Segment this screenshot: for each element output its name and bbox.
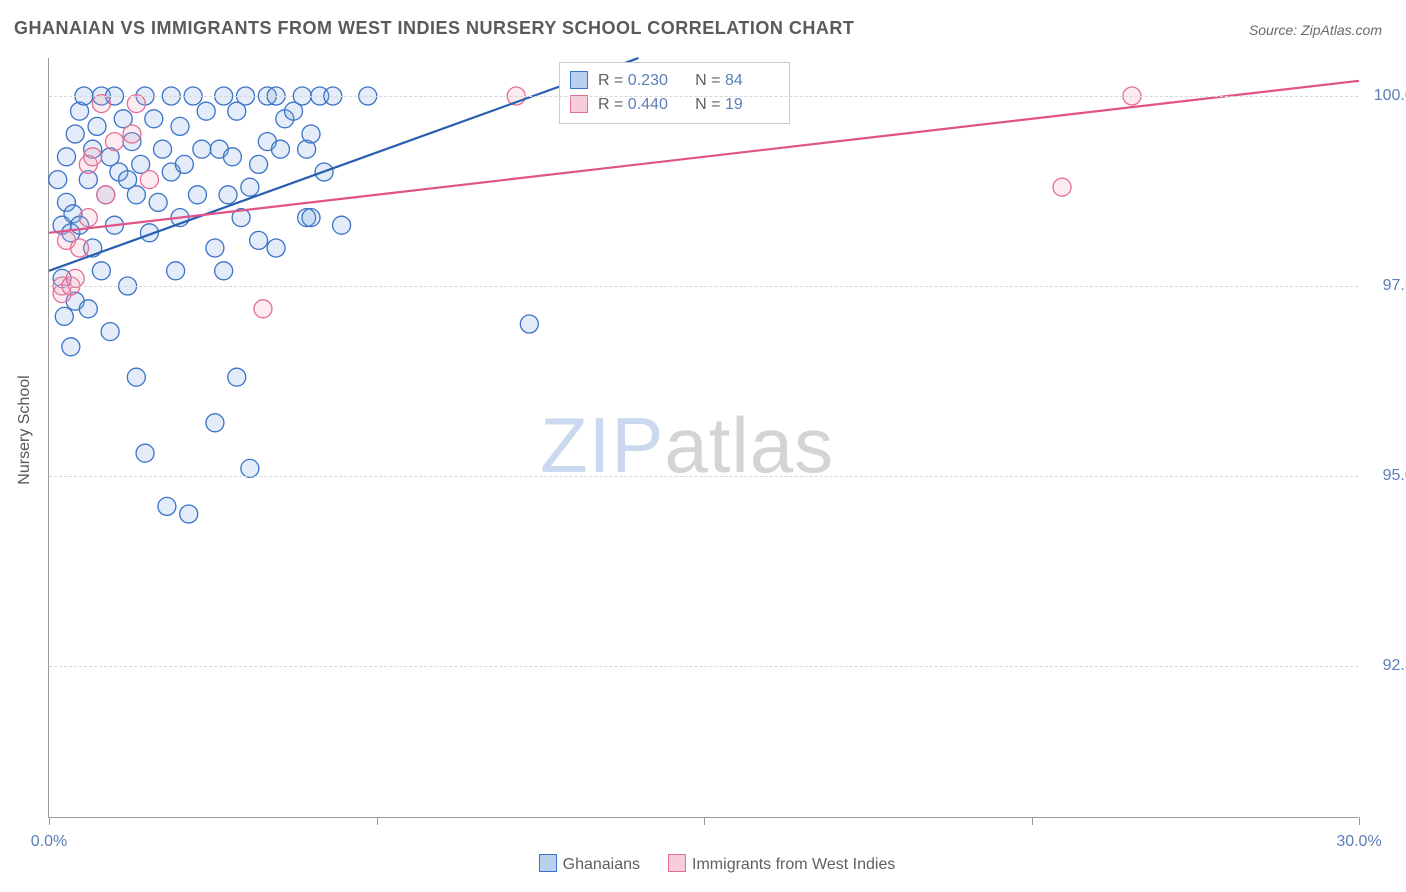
scatter-point	[193, 140, 211, 158]
legend-label: Immigrants from West Indies	[692, 856, 895, 873]
legend-bottom: Ghanaians Immigrants from West Indies	[0, 854, 1406, 874]
scatter-point	[271, 140, 289, 158]
x-tick-label: 0.0%	[31, 833, 67, 851]
stats-n-label: N =	[695, 96, 720, 113]
stats-n-value: 84	[725, 69, 779, 93]
scatter-point	[92, 262, 110, 280]
y-tick-label: 100.0%	[1368, 87, 1406, 105]
scatter-point	[123, 125, 141, 143]
scatter-point	[180, 505, 198, 523]
scatter-point	[127, 95, 145, 113]
x-tick-mark	[704, 817, 705, 825]
scatter-point	[106, 133, 124, 151]
scatter-point	[254, 300, 272, 318]
scatter-point	[97, 186, 115, 204]
scatter-point	[101, 323, 119, 341]
x-tick-label: 30.0%	[1336, 833, 1381, 851]
scatter-point	[188, 186, 206, 204]
scatter-point	[302, 209, 320, 227]
stats-r-label: R =	[598, 72, 623, 89]
scatter-point	[206, 239, 224, 257]
scatter-point	[1053, 178, 1071, 196]
scatter-point	[154, 140, 172, 158]
y-tick-label: 95.0%	[1368, 467, 1406, 485]
scatter-point	[92, 95, 110, 113]
scatter-point	[49, 171, 67, 189]
scatter-point	[241, 178, 259, 196]
legend-swatch	[570, 95, 588, 113]
scatter-point	[219, 186, 237, 204]
scatter-point	[136, 444, 154, 462]
scatter-point	[66, 269, 84, 287]
grid-line	[49, 286, 1358, 287]
scatter-point	[175, 155, 193, 173]
scatter-point	[333, 216, 351, 234]
scatter-point	[167, 262, 185, 280]
x-tick-mark	[1032, 817, 1033, 825]
scatter-point	[127, 186, 145, 204]
x-tick-mark	[1359, 817, 1360, 825]
scatter-point	[302, 125, 320, 143]
plot-area: R = 0.230 N = 84R = 0.440 N = 19 92.5%95…	[48, 58, 1358, 818]
scatter-point	[55, 307, 73, 325]
x-tick-mark	[377, 817, 378, 825]
chart-svg	[49, 58, 1358, 817]
legend-label: Ghanaians	[563, 856, 640, 873]
scatter-point	[145, 110, 163, 128]
scatter-point	[62, 338, 80, 356]
y-tick-label: 92.5%	[1368, 657, 1406, 675]
stats-r-value: 0.230	[628, 69, 682, 93]
scatter-point	[223, 148, 241, 166]
chart-title: GHANAIAN VS IMMIGRANTS FROM WEST INDIES …	[14, 18, 854, 39]
stats-legend-box: R = 0.230 N = 84R = 0.440 N = 19	[559, 62, 790, 124]
scatter-point	[79, 300, 97, 318]
stats-n-label: N =	[695, 72, 720, 89]
scatter-point	[66, 125, 84, 143]
stats-row: R = 0.230 N = 84	[570, 69, 779, 93]
legend-swatch	[539, 854, 557, 872]
grid-line	[49, 666, 1358, 667]
y-axis-label: Nursery School	[16, 375, 34, 484]
scatter-point	[88, 117, 106, 135]
scatter-point	[520, 315, 538, 333]
scatter-point	[140, 171, 158, 189]
scatter-point	[171, 117, 189, 135]
scatter-point	[84, 148, 102, 166]
scatter-point	[127, 368, 145, 386]
scatter-point	[57, 148, 75, 166]
stats-r-label: R =	[598, 96, 623, 113]
x-tick-mark	[49, 817, 50, 825]
y-tick-label: 97.5%	[1368, 277, 1406, 295]
scatter-point	[71, 239, 89, 257]
grid-line	[49, 96, 1358, 97]
scatter-point	[250, 155, 268, 173]
scatter-point	[250, 231, 268, 249]
scatter-point	[158, 497, 176, 515]
scatter-point	[149, 193, 167, 211]
scatter-point	[241, 459, 259, 477]
scatter-point	[267, 239, 285, 257]
legend-swatch	[668, 854, 686, 872]
grid-line	[49, 476, 1358, 477]
scatter-point	[206, 414, 224, 432]
scatter-point	[197, 102, 215, 120]
scatter-point	[228, 368, 246, 386]
legend-swatch	[570, 71, 588, 89]
scatter-point	[79, 209, 97, 227]
source-attribution: Source: ZipAtlas.com	[1249, 22, 1382, 38]
scatter-point	[215, 262, 233, 280]
